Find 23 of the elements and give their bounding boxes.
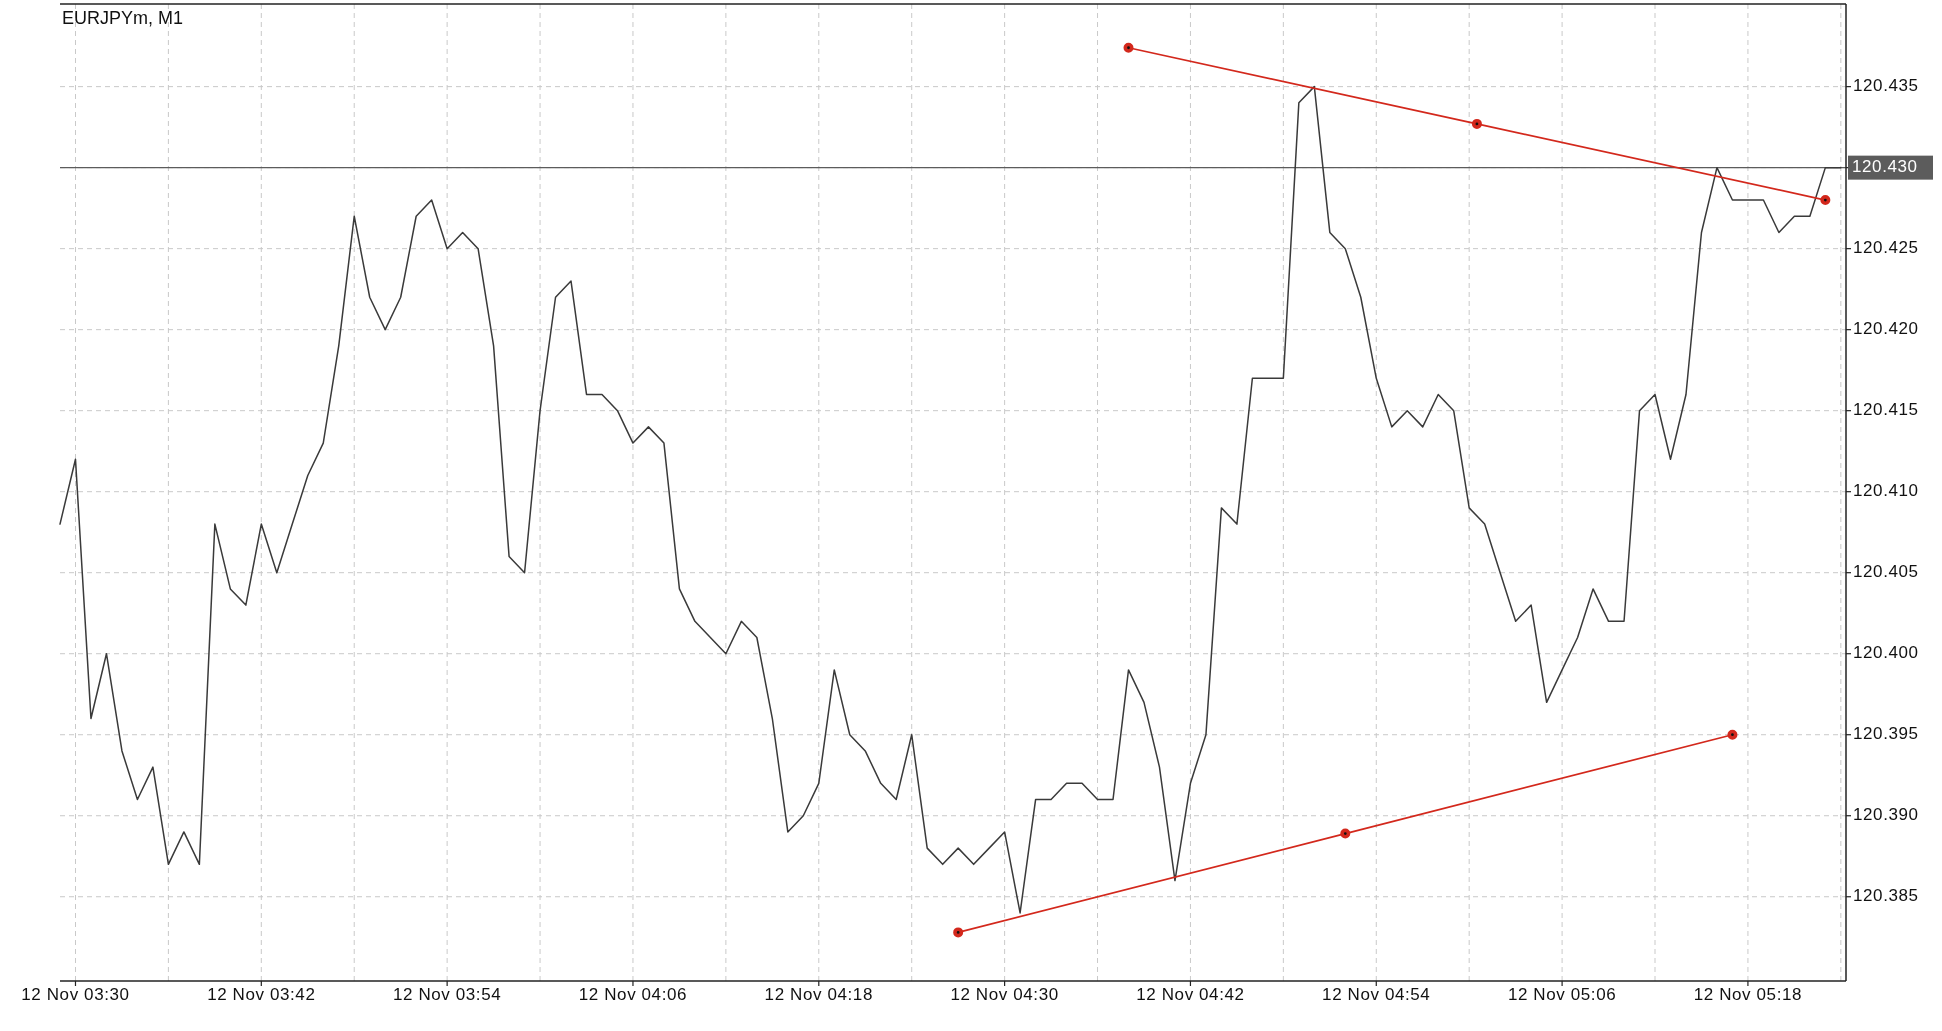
y-tick-label: 120.390: [1853, 805, 1919, 825]
y-tick-label: 120.415: [1853, 400, 1919, 420]
x-tick-label: 12 Nov 04:54: [1322, 985, 1431, 1005]
chart-title: EURJPYm, M1: [62, 7, 184, 28]
x-tick-label: 12 Nov 03:30: [21, 985, 130, 1005]
x-tick-label: 12 Nov 04:18: [764, 985, 873, 1005]
x-tick-label: 12 Nov 03:42: [207, 985, 316, 1005]
x-tick-label: 12 Nov 05:18: [1693, 985, 1803, 1005]
x-tick-label: 12 Nov 05:06: [1507, 985, 1617, 1005]
x-tick-label: 12 Nov 04:06: [578, 985, 688, 1005]
y-tick-label: 120.410: [1853, 481, 1919, 501]
x-tick-label: 12 Nov 04:30: [950, 985, 1059, 1005]
y-tick-label: 120.400: [1853, 643, 1919, 663]
line-series: [59, 85, 1842, 914]
y-tick-label: 120.385: [1853, 886, 1919, 906]
y-tick-label: 120.395: [1853, 724, 1919, 744]
x-tick-label: 12 Nov 03:54: [392, 985, 502, 1005]
y-tick-label: 120.405: [1853, 562, 1919, 582]
y-tick-label: 120.420: [1853, 319, 1919, 339]
x-tick-label: 12 Nov 04:42: [1136, 985, 1245, 1005]
y-tick-label: 120.425: [1853, 238, 1919, 258]
ref-line-label: 120.430: [1852, 157, 1918, 177]
y-tick-label: 120.435: [1853, 76, 1919, 96]
